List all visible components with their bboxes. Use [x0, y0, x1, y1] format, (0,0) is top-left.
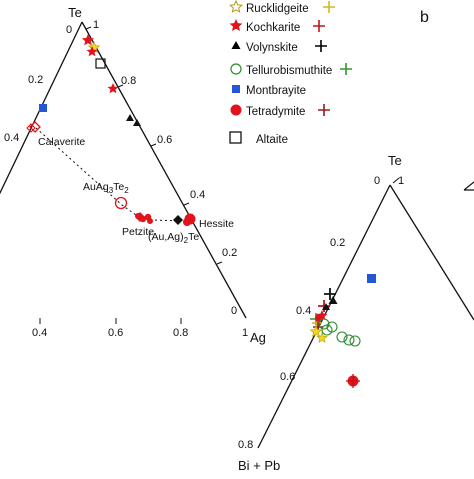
marker-volynskite-cross: [324, 288, 336, 300]
legend-label-tellurobismuthite: Tellurobismuthite: [246, 65, 332, 77]
marker-auag2te-diamond: [173, 215, 183, 225]
panel-label-b: b: [420, 9, 429, 26]
right-edge-tick-1: 1: [93, 19, 99, 31]
marker-petzite: [147, 218, 153, 224]
right-edge-tick-0-8: 0.8: [121, 75, 136, 87]
marker-volynskite-triangle: [126, 114, 134, 121]
legend-altaite-square-icon: [229, 131, 242, 144]
partial-triangle-edge-glyph: [463, 181, 474, 191]
marker-tellurobismuthite-circle: [336, 331, 348, 343]
marker-volynskite-triangle: [328, 296, 338, 304]
bottom-tick-1: 1: [242, 327, 248, 339]
legend-label-volynskite: Volynskite: [246, 42, 298, 54]
left-ternary-left-edge: [0, 21, 83, 195]
left-edge-tick-0-4: 0.4: [4, 132, 19, 144]
label-auag2te: (Au,Ag)2Te: [148, 231, 199, 245]
marker-tetradymite-circle: [315, 314, 323, 322]
tie-line-calaverite-petzite: [35, 127, 141, 219]
legend-rucklidgeite-star-icon: [228, 0, 244, 13]
marker-tellurobismuthite-circle: [349, 335, 361, 347]
right-edge-tick-0-6: 0.6: [157, 134, 172, 146]
right-edge-tick-0-2: 0.2: [222, 247, 237, 259]
marker-volynskite-triangle: [322, 303, 330, 310]
marker-altaite-square: [95, 58, 106, 69]
tick-mark: [85, 26, 92, 30]
legend-kochkarite-cross-icon: [313, 20, 325, 32]
marker-tellurobismuthite-circle: [343, 334, 355, 346]
right-ternary: Te 0 1 0.2 0.4 0.6 0.8 Bi + Pb: [238, 153, 474, 473]
left-edge-tick-0: 0: [66, 24, 72, 36]
marker-rucklidgeite-star: [316, 332, 328, 343]
right-left-tick-0-4: 0.4: [296, 305, 311, 317]
marker-kochkarite-star: [86, 46, 98, 57]
marker-tetradymite-cross: [346, 374, 360, 388]
legend: Rucklidgeite Kochkarite Volynskite Tellu…: [228, 0, 352, 146]
marker-calaverite: [26, 123, 36, 133]
left-data-markers: [26, 34, 196, 226]
legend-label-rucklidgeite: Rucklidgeite: [246, 3, 309, 15]
right-left-tick-0-8: 0.8: [238, 439, 253, 451]
label-petzite: Petzite: [122, 226, 154, 238]
marker-kochkarite-cross: [318, 300, 330, 312]
label-hessite: Hessite: [199, 218, 234, 230]
right-top-tick-0: 0: [374, 175, 380, 187]
right-edge-tick-0-4: 0.4: [190, 189, 205, 201]
left-ternary-right-edge: [81, 21, 247, 319]
left-apex-ag: Ag: [250, 330, 266, 345]
legend-tetradymite-cross-icon: [318, 104, 330, 116]
bottom-tick-0-4: 0.4: [32, 327, 47, 339]
right-apex-bi-pb: Bi + Pb: [238, 458, 280, 473]
right-left-tick-0-2: 0.2: [330, 237, 345, 249]
legend-tellurobismuthite-circle-icon: [230, 63, 242, 75]
marker-auag3te2-circle: [114, 196, 128, 210]
marker-rucklidgeite-star: [309, 325, 323, 337]
legend-label-montbrayite: Montbrayite: [246, 85, 306, 97]
legend-rucklidgeite-cross-icon: [323, 1, 335, 13]
legend-label-kochkarite: Kochkarite: [246, 22, 300, 34]
left-apex-te: Te: [68, 5, 82, 20]
marker-volynskite-triangle: [133, 119, 141, 126]
right-apex-te: Te: [388, 153, 402, 168]
legend-tellurobismuthite-cross-icon: [340, 63, 352, 75]
marker-hessite-circle: [183, 218, 191, 226]
right-top-tick-arrow: [392, 177, 400, 184]
legend-label-altaite: Altaite: [256, 134, 288, 146]
legend-kochkarite-star-icon: [229, 19, 243, 31]
legend-tetradymite-circle-icon: [230, 104, 242, 116]
right-edge-tick-0: 0: [231, 305, 237, 317]
right-left-tick-0-6: 0.6: [280, 371, 295, 383]
legend-volynskite-triangle-icon: [231, 41, 241, 49]
bottom-tick-0-6: 0.6: [108, 327, 123, 339]
right-ternary-right-edge: [389, 184, 474, 321]
tick-mark: [216, 261, 223, 265]
marker-tellurobismuthite-circle: [326, 321, 338, 333]
marker-kochkarite-star: [107, 83, 119, 94]
legend-label-tetradymite: Tetradymite: [246, 106, 305, 118]
tick-mark: [183, 202, 190, 206]
marker-montbrayite-square: [367, 274, 376, 283]
marker-petzite: [139, 215, 147, 223]
bottom-tick-0-8: 0.8: [173, 327, 188, 339]
right-top-tick-1: 1: [398, 175, 404, 187]
right-data-markers: [309, 274, 376, 388]
label-auag3te2: AuAg3Te2: [83, 181, 129, 195]
marker-kochkarite-star: [81, 34, 95, 46]
marker-montbrayite-square: [39, 104, 47, 112]
left-ternary: Te Ag 1 0.8 0.6 0.4 0.2 0 0 0.2 0.4 0.4 …: [0, 5, 266, 345]
tick-mark: [150, 143, 157, 147]
legend-montbrayite-square-icon: [232, 85, 240, 93]
left-edge-tick-0-2: 0.2: [28, 74, 43, 86]
label-calaverite: Calaverite: [38, 136, 85, 148]
tick-mark: [117, 84, 124, 88]
marker-petzite: [135, 213, 141, 219]
marker-tellurobismuthite-circle: [318, 318, 330, 330]
legend-volynskite-cross-icon: [315, 40, 327, 52]
